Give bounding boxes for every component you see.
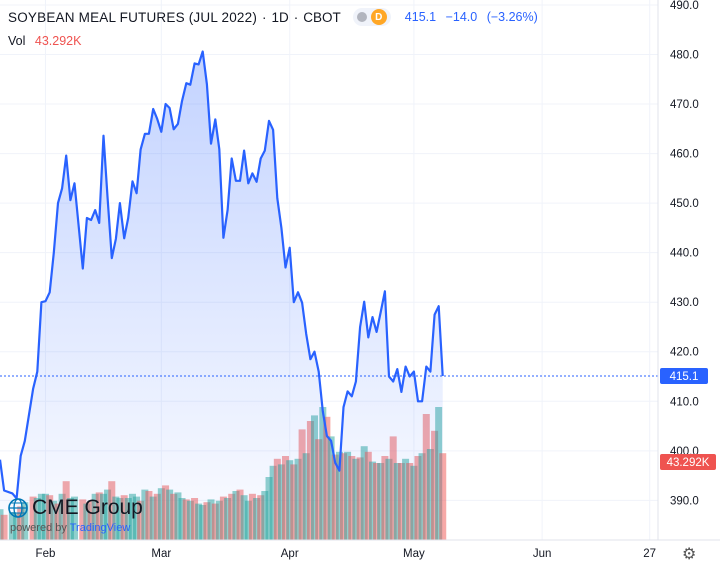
separator: ·	[293, 9, 299, 25]
y-tick-label: 430.0	[670, 297, 699, 309]
powered-by-label: powered by	[10, 522, 67, 534]
volume-bar	[439, 453, 447, 540]
y-tick-label: 410.0	[670, 396, 699, 408]
time-axis[interactable]: Feb Mar Apr May Jun 27	[36, 548, 657, 560]
y-tick-label: 460.0	[670, 149, 699, 161]
chart-header: SOYBEAN MEAL FUTURES (JUL 2022) · 1D · C…	[8, 8, 544, 26]
symbol-title[interactable]: SOYBEAN MEAL FUTURES (JUL 2022)	[8, 9, 258, 25]
svg-text:415.1: 415.1	[670, 371, 699, 383]
x-tick-label: Jun	[533, 548, 552, 560]
y-tick-label: 450.0	[670, 198, 699, 210]
price-area-fill	[0, 51, 443, 540]
y-tick-label: 490.0	[670, 0, 699, 12]
exchange-label: CBOT	[303, 9, 341, 25]
y-tick-label: 480.0	[670, 49, 699, 61]
y-tick-label: 440.0	[670, 248, 699, 260]
brand-name: CME Group	[32, 496, 143, 519]
volume-legend[interactable]: Vol 43.292K	[8, 34, 81, 48]
volume-value: 43.292K	[34, 34, 82, 48]
tradingview-link[interactable]: TradingView	[69, 522, 131, 534]
x-tick-label: Mar	[151, 548, 171, 560]
globe-icon	[8, 498, 28, 518]
separator: ·	[262, 9, 267, 25]
y-tick-label: 470.0	[670, 99, 699, 111]
last-price: 415.1	[404, 10, 437, 24]
y-tick-label: 420.0	[670, 347, 699, 359]
volume-tag: 43.292K	[660, 454, 716, 470]
market-status[interactable]: D	[352, 8, 391, 26]
x-tick-label: Feb	[36, 548, 56, 560]
x-tick-label: Apr	[281, 548, 299, 560]
price-change: −14.0	[445, 10, 478, 24]
last-price-tag: 415.1	[660, 368, 708, 385]
price-line	[0, 50, 444, 500]
status-dot-icon	[356, 12, 367, 22]
quote: 415.1 −14.0 (−3.26%)	[405, 10, 544, 24]
price-axis[interactable]: 490.0 480.0 470.0 460.0 450.0 440.0 430.0 420.0…	[670, 0, 699, 507]
gear-icon[interactable]: ⚙	[682, 546, 697, 563]
delayed-badge: D	[370, 9, 387, 25]
price-change-pct: (−3.26%)	[486, 10, 538, 24]
interval-label[interactable]: 1D	[271, 9, 289, 25]
volume-label: Vol	[8, 34, 26, 48]
y-tick-label: 390.0	[670, 495, 699, 507]
x-tick-label: 27	[643, 548, 656, 560]
x-tick-label: May	[403, 548, 425, 560]
svg-text:43.292K: 43.292K	[667, 457, 710, 469]
cme-logo[interactable]: CME Group powered by TradingView	[8, 496, 143, 534]
